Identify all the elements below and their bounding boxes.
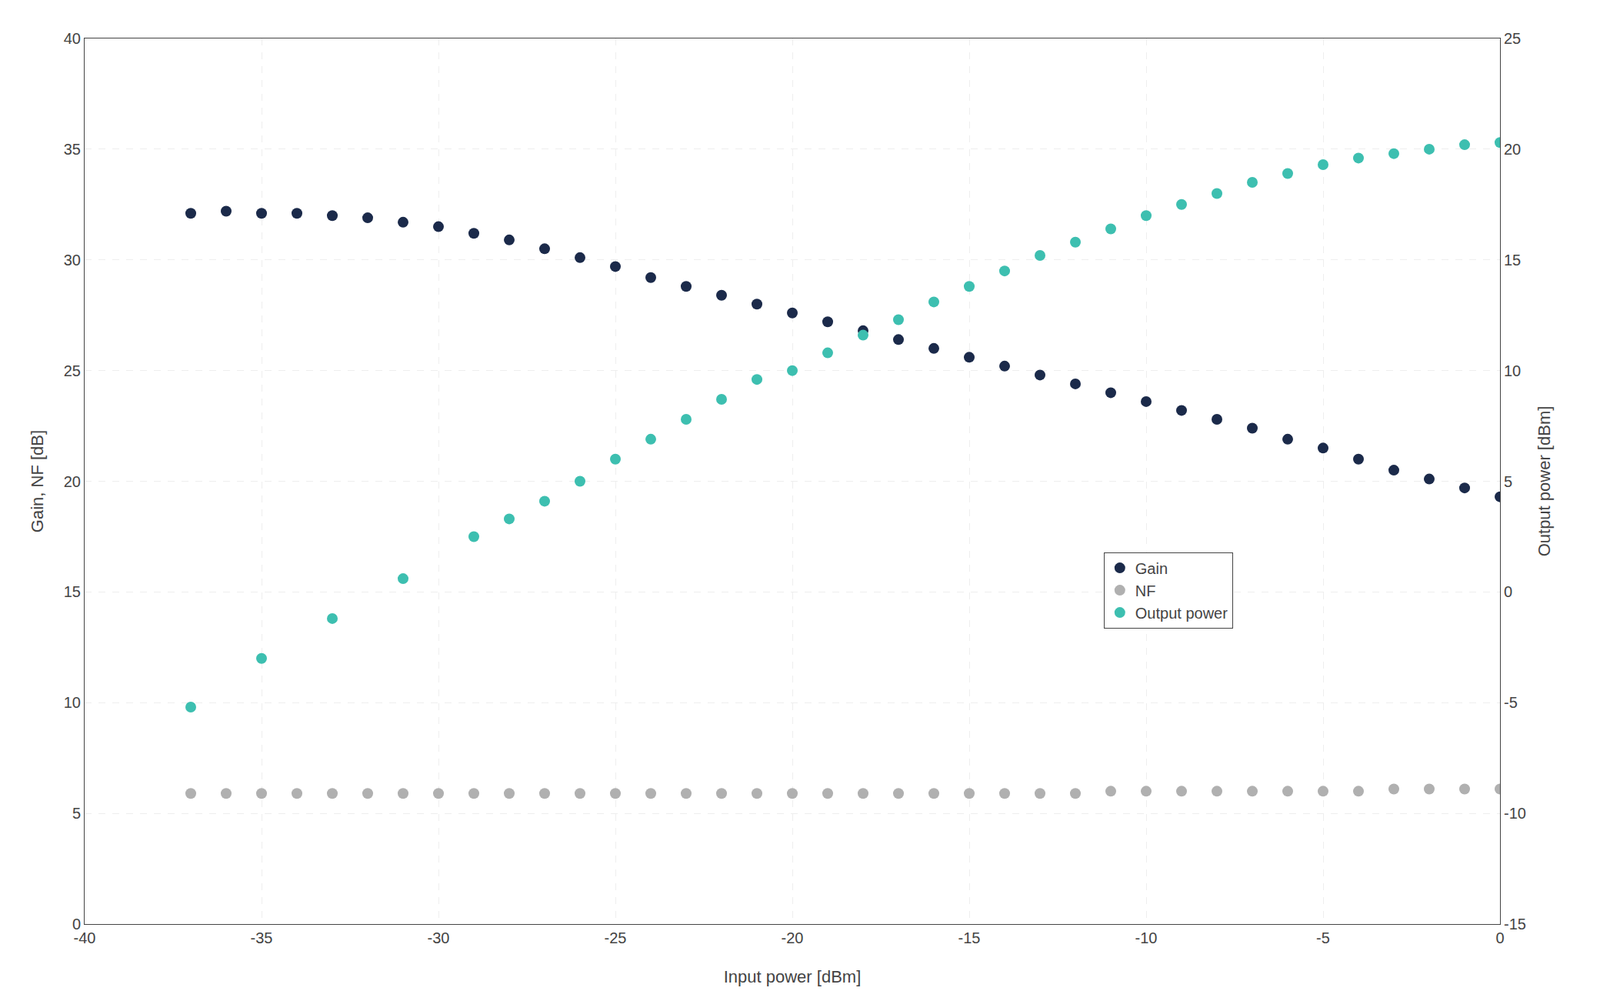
svg-text:Input power [dBm]: Input power [dBm]: [723, 966, 862, 987]
svg-text:0: 0: [1503, 583, 1513, 600]
svg-text:Output power: Output power: [1135, 604, 1228, 622]
svg-text:15: 15: [1503, 251, 1521, 269]
svg-text:-15: -15: [1503, 915, 1527, 933]
svg-text:35: 35: [63, 140, 81, 158]
svg-text:-35: -35: [250, 929, 274, 947]
svg-text:-30: -30: [427, 929, 450, 947]
svg-text:5: 5: [72, 804, 81, 822]
svg-text:15: 15: [63, 583, 81, 600]
svg-text:-10: -10: [1135, 929, 1158, 947]
svg-text:-20: -20: [781, 929, 804, 947]
svg-text:10: 10: [1503, 362, 1521, 380]
svg-text:-15: -15: [958, 929, 981, 947]
svg-text:Output power [dBm]: Output power [dBm]: [1534, 406, 1554, 557]
svg-text:10: 10: [63, 693, 81, 711]
svg-text:0: 0: [1495, 929, 1504, 947]
svg-text:-5: -5: [1316, 929, 1330, 947]
svg-text:25: 25: [1503, 30, 1521, 47]
svg-text:-40: -40: [73, 929, 97, 947]
svg-text:5: 5: [1503, 473, 1513, 490]
svg-text:0: 0: [72, 915, 81, 933]
svg-text:-25: -25: [604, 929, 627, 947]
svg-text:20: 20: [63, 473, 81, 490]
svg-text:Gain: Gain: [1135, 560, 1168, 577]
svg-text:25: 25: [63, 362, 81, 380]
svg-text:30: 30: [63, 251, 81, 269]
svg-text:40: 40: [63, 30, 81, 47]
svg-text:NF: NF: [1135, 582, 1157, 600]
svg-text:-5: -5: [1503, 693, 1518, 711]
svg-text:Gain, NF [dB]: Gain, NF [dB]: [27, 430, 47, 533]
svg-text:-10: -10: [1503, 804, 1527, 822]
svg-text:20: 20: [1503, 140, 1521, 158]
